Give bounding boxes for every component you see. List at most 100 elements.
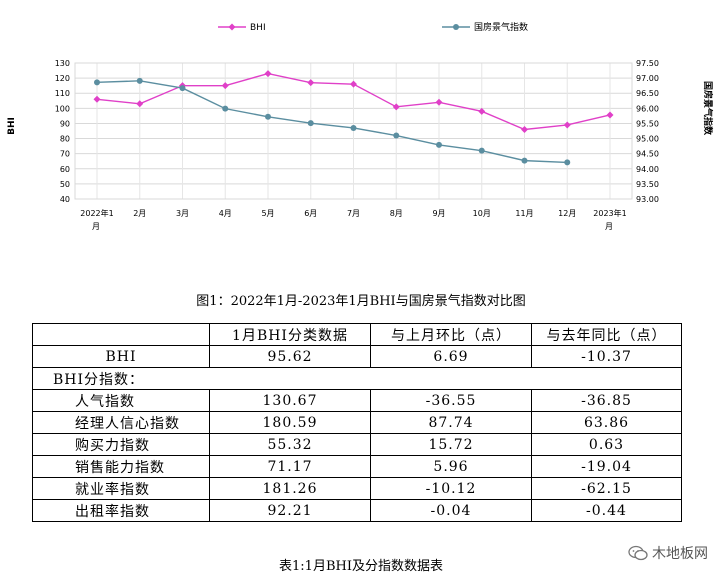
legend-label: 国房景气指数 [474,21,528,33]
left-axis-label: BHI [7,117,17,135]
left-tick-label: 120 [55,74,70,83]
wechat-icon [628,545,648,561]
left-tick-label: 90 [60,119,70,128]
table-cell: 180.59 [209,411,371,434]
table-cell: 经理人信心指数 [32,411,210,434]
watermark: 木地板网 [628,543,708,563]
table-row: 经理人信心指数 180.59 87.74 63.86 [32,411,682,434]
table-cell: 购买力指数 [32,433,210,456]
table-cell: 6.69 [370,345,532,368]
bhi-data-table: 1月BHI分类数据 与上月环比（点） 与去年同比（点） BHI 95.62 6.69 -10… [32,323,682,522]
housing-index-data-point [265,113,271,120]
right-tick-label: 95.50 [636,119,659,128]
bhi-data-point [521,125,528,133]
bhi-data-point [136,100,144,108]
table-cell: -10.12 [370,477,532,500]
table-row: BHI 95.62 6.69 -10.37 [32,345,682,368]
right-tick-label: 96.00 [636,104,659,113]
housing-index-data-point [521,157,528,164]
right-tick-label: 94.50 [636,150,659,159]
table-row: 人气指数 130.67 -36.55 -36.85 [32,389,682,412]
bhi-data-point [563,121,571,129]
bhi-data-point [435,98,443,106]
left-tick-label: 130 [55,59,70,68]
bhi-data-point [350,80,357,88]
right-axis-ticks: 93.00 93.50 94.00 94.50 95.00 95.50 96.00 96.50… [636,59,659,204]
housing-index-data-point [136,77,143,84]
x-axis-ticks: 2022年1 月 2月 3月 4月 5月 6月 7月 8月 9月 10月 11月 12月 2023年1 月 [80,208,626,231]
table-cell: 与去年同比（点） [531,323,682,346]
housing-index-data-point [393,132,400,139]
table-cell: 95.62 [209,345,371,368]
x-tick-label: 11月 [515,209,533,218]
table-cell [32,323,210,346]
table-cell: BHI [32,345,210,368]
x-tick-label: 2022年1 月 [80,208,113,231]
table-cell: -19.04 [531,455,682,478]
legend-label: BHI [250,23,266,33]
housing-index-data-point [179,85,186,92]
housing-index-data-point [350,124,357,131]
table-cell: 63.86 [531,411,682,434]
right-tick-label: 93.50 [636,180,659,189]
table-cell: -36.85 [531,389,682,412]
table-cell: 人气指数 [32,389,210,412]
bhi-data-point [221,82,229,90]
section-label: BHI分指数： [32,367,682,390]
figure-caption: 图1：2022年1月-2023年1月BHI与国房景气指数对比图 [196,294,526,309]
table-cell: -62.15 [531,477,682,500]
left-tick-label: 110 [55,89,70,98]
bhi-data-point [264,70,272,78]
series-line-housing-index [96,80,568,164]
watermark-text: 木地板网 [652,546,708,562]
housing-index-data-point [478,147,485,154]
x-tick-label: 9月 [432,209,445,218]
table-row: 1月BHI分类数据 与上月环比（点） 与去年同比（点） [32,323,682,346]
table-cell: 71.17 [209,455,371,478]
chart-legend: BHI 国房景气指数 [218,21,528,33]
x-tick-label: 3月 [176,209,189,218]
table-row: 销售能力指数 71.17 5.96 -19.04 [32,455,682,478]
table-cell: 出租率指数 [32,499,210,522]
table-cell: 5.96 [370,455,532,478]
table-cell: -0.04 [370,499,532,522]
table-row: 购买力指数 55.32 15.72 0.63 [32,433,682,456]
x-tick-label: 4月 [219,209,232,218]
left-tick-label: 50 [60,180,70,189]
table-cell: 1月BHI分类数据 [209,323,371,346]
right-tick-label: 96.50 [636,89,659,98]
housing-index-data-point [564,159,571,166]
left-tick-label: 70 [60,150,70,159]
legend-marker [453,24,459,30]
x-tick-label: 12月 [558,209,576,218]
x-tick-label: 7月 [347,209,360,218]
right-axis-label: 国房景气指数 [702,81,714,136]
table-row: 出租率指数 92.21 -0.04 -0.44 [32,499,682,522]
right-tick-label: 93.00 [636,195,659,204]
left-tick-label: 40 [60,195,70,204]
bhi-data-point [606,111,614,119]
chart-gridlines [74,62,633,200]
bhi-data-point [478,107,486,115]
table-cell: -0.44 [531,499,682,522]
table-row: 就业率指数 181.26 -10.12 -62.15 [32,477,682,500]
plot-border [74,62,633,200]
table-cell: 0.63 [531,433,682,456]
bhi-data-point [93,95,101,103]
housing-index-data-point [436,141,442,148]
left-axis-ticks: 40 50 60 70 80 90 100 110 120 130 [55,59,70,204]
table-cell: 92.21 [209,499,371,522]
housing-index-data-point [94,79,100,86]
table-cell: 87.74 [370,411,532,434]
bhi-comparison-chart: BHI 国房景气指数 40 50 60 70 80 90 100 110 120 130 93.00… [7,21,714,231]
housing-index-data-point [222,105,229,112]
bhi-data-point [307,79,315,87]
right-tick-label: 94.00 [636,165,659,174]
housing-index-data-point [307,120,314,127]
bhi-data-point [392,103,400,111]
chart-series [93,70,614,166]
table-caption: 表1:1月BHI及分指数数据表 [279,559,443,574]
left-tick-label: 100 [55,104,70,113]
legend-marker [228,23,236,31]
table-cell: 15.72 [370,433,532,456]
